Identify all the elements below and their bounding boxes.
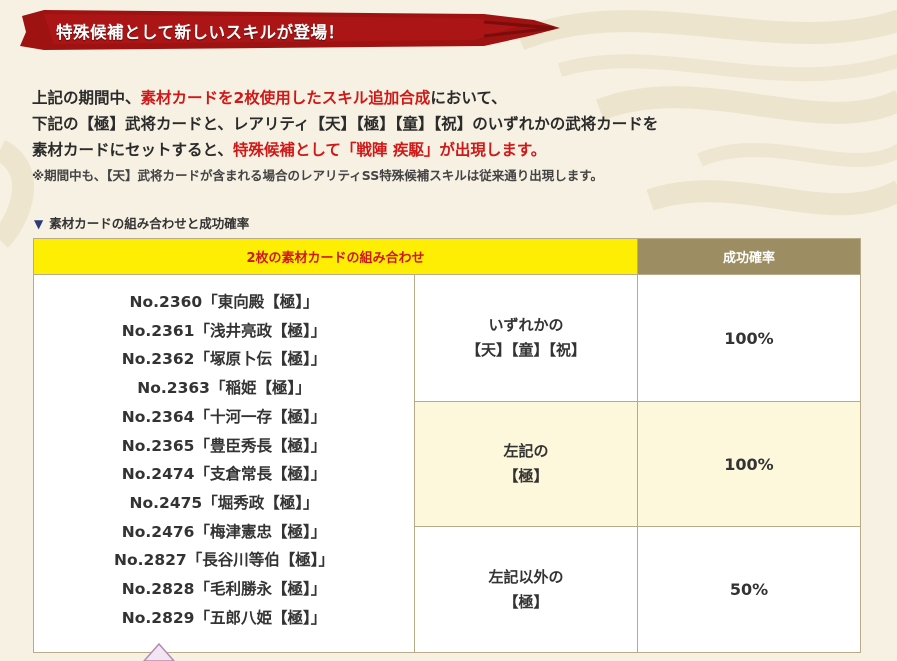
card-item: No.2364「十河一存【極】」	[121, 407, 327, 426]
combination-table: 2枚の素材カードの組み合わせ 成功確率 No.2360「東向殿【極】」 No.2…	[33, 238, 861, 653]
pointer-triangle-icon	[142, 643, 176, 661]
intro-line-3-highlight: 特殊候補として「戦陣 疾駆」が出現します。	[232, 141, 547, 159]
card-list-cell: No.2360「東向殿【極】」 No.2361「浅井亮政【極】」 No.2362…	[33, 274, 415, 653]
rate-cell: 100%	[637, 274, 861, 402]
card-item: No.2363「稲姫【極】」	[137, 379, 311, 398]
condition-line-2: 【極】	[503, 467, 549, 485]
condition-line-2: 【天】【童】【祝】	[465, 341, 586, 359]
card-item: No.2829「五郎八姫【極】」	[121, 608, 327, 627]
section-heading: ▼ 素材カードの組み合わせと成功確率	[34, 213, 249, 232]
rate-cell: 100%	[637, 401, 861, 527]
intro-line-1-highlight: 素材カードを2枚使用したスキル追加合成	[140, 89, 431, 107]
table-row: No.2360「東向殿【極】」 No.2361「浅井亮政【極】」 No.2362…	[33, 274, 861, 653]
condition-cell: 左記の 【極】	[414, 401, 638, 527]
condition-line-1: 左記の	[503, 442, 549, 460]
rate-cell: 50%	[637, 526, 861, 653]
brush-stroke-banner	[20, 10, 560, 50]
intro-line-1-prefix: 上記の期間中、	[32, 89, 141, 107]
card-item: No.2828「毛利勝永【極】」	[121, 580, 327, 599]
card-item: No.2474「支倉常長【極】」	[121, 465, 327, 484]
intro-line-3: 素材カードにセットすると、特殊候補として「戦陣 疾駆」が出現します。	[32, 137, 658, 163]
condition-line-2: 【極】	[503, 592, 549, 611]
intro-line-3-prefix: 素材カードにセットすると、	[32, 141, 233, 159]
card-item: No.2360「東向殿【極】」	[129, 293, 319, 311]
card-item: No.2475「堀秀政【極】」	[129, 493, 319, 512]
footnote: ※期間中も、【天】武将カードが含まれる場合のレアリティSS特殊候補スキルは従来通…	[32, 168, 603, 183]
card-item: No.2362「塚原卜伝【極】」	[121, 350, 327, 369]
card-item: No.2365「豊臣秀長【極】」	[121, 436, 327, 455]
intro-text: 上記の期間中、素材カードを2枚使用したスキル追加合成において、 下記の【極】武将…	[32, 85, 658, 163]
header-success-rate: 成功確率	[637, 238, 861, 275]
table-row: 左記の 【極】 100%	[34, 401, 861, 527]
table-row: 左記以外の 【極】 50%	[34, 526, 861, 653]
condition-cell: 左記以外の 【極】	[414, 526, 638, 653]
intro-line-1: 上記の期間中、素材カードを2枚使用したスキル追加合成において、	[32, 85, 658, 111]
triangle-down-icon: ▼	[34, 217, 44, 231]
banner-title: 特殊候補として新しいスキルが登場！	[56, 23, 345, 42]
section-banner: 特殊候補として新しいスキルが登場！	[14, 6, 562, 58]
intro-line-1-suffix: において、	[430, 89, 507, 107]
condition-line-1: いずれかの	[488, 316, 564, 334]
card-list: No.2360「東向殿【極】」 No.2361「浅井亮政【極】」 No.2362…	[34, 275, 414, 632]
intro-line-2: 下記の【極】武将カードと、レアリティ【天】【極】【童】【祝】のいずれかの武将カー…	[32, 115, 659, 133]
header-combination: 2枚の素材カードの組み合わせ	[33, 238, 638, 275]
card-item: No.2361「浅井亮政【極】」	[121, 321, 327, 340]
section-heading-label: 素材カードの組み合わせと成功確率	[49, 216, 250, 231]
condition-cell: いずれかの 【天】【童】【祝】	[414, 274, 638, 402]
table-header-row: 2枚の素材カードの組み合わせ 成功確率	[33, 238, 861, 275]
card-item: No.2827「長谷川等伯【極】」	[114, 551, 334, 570]
card-item: No.2476「梅津憲忠【極】」	[121, 522, 327, 541]
condition-line-1: 左記以外の	[488, 567, 564, 586]
